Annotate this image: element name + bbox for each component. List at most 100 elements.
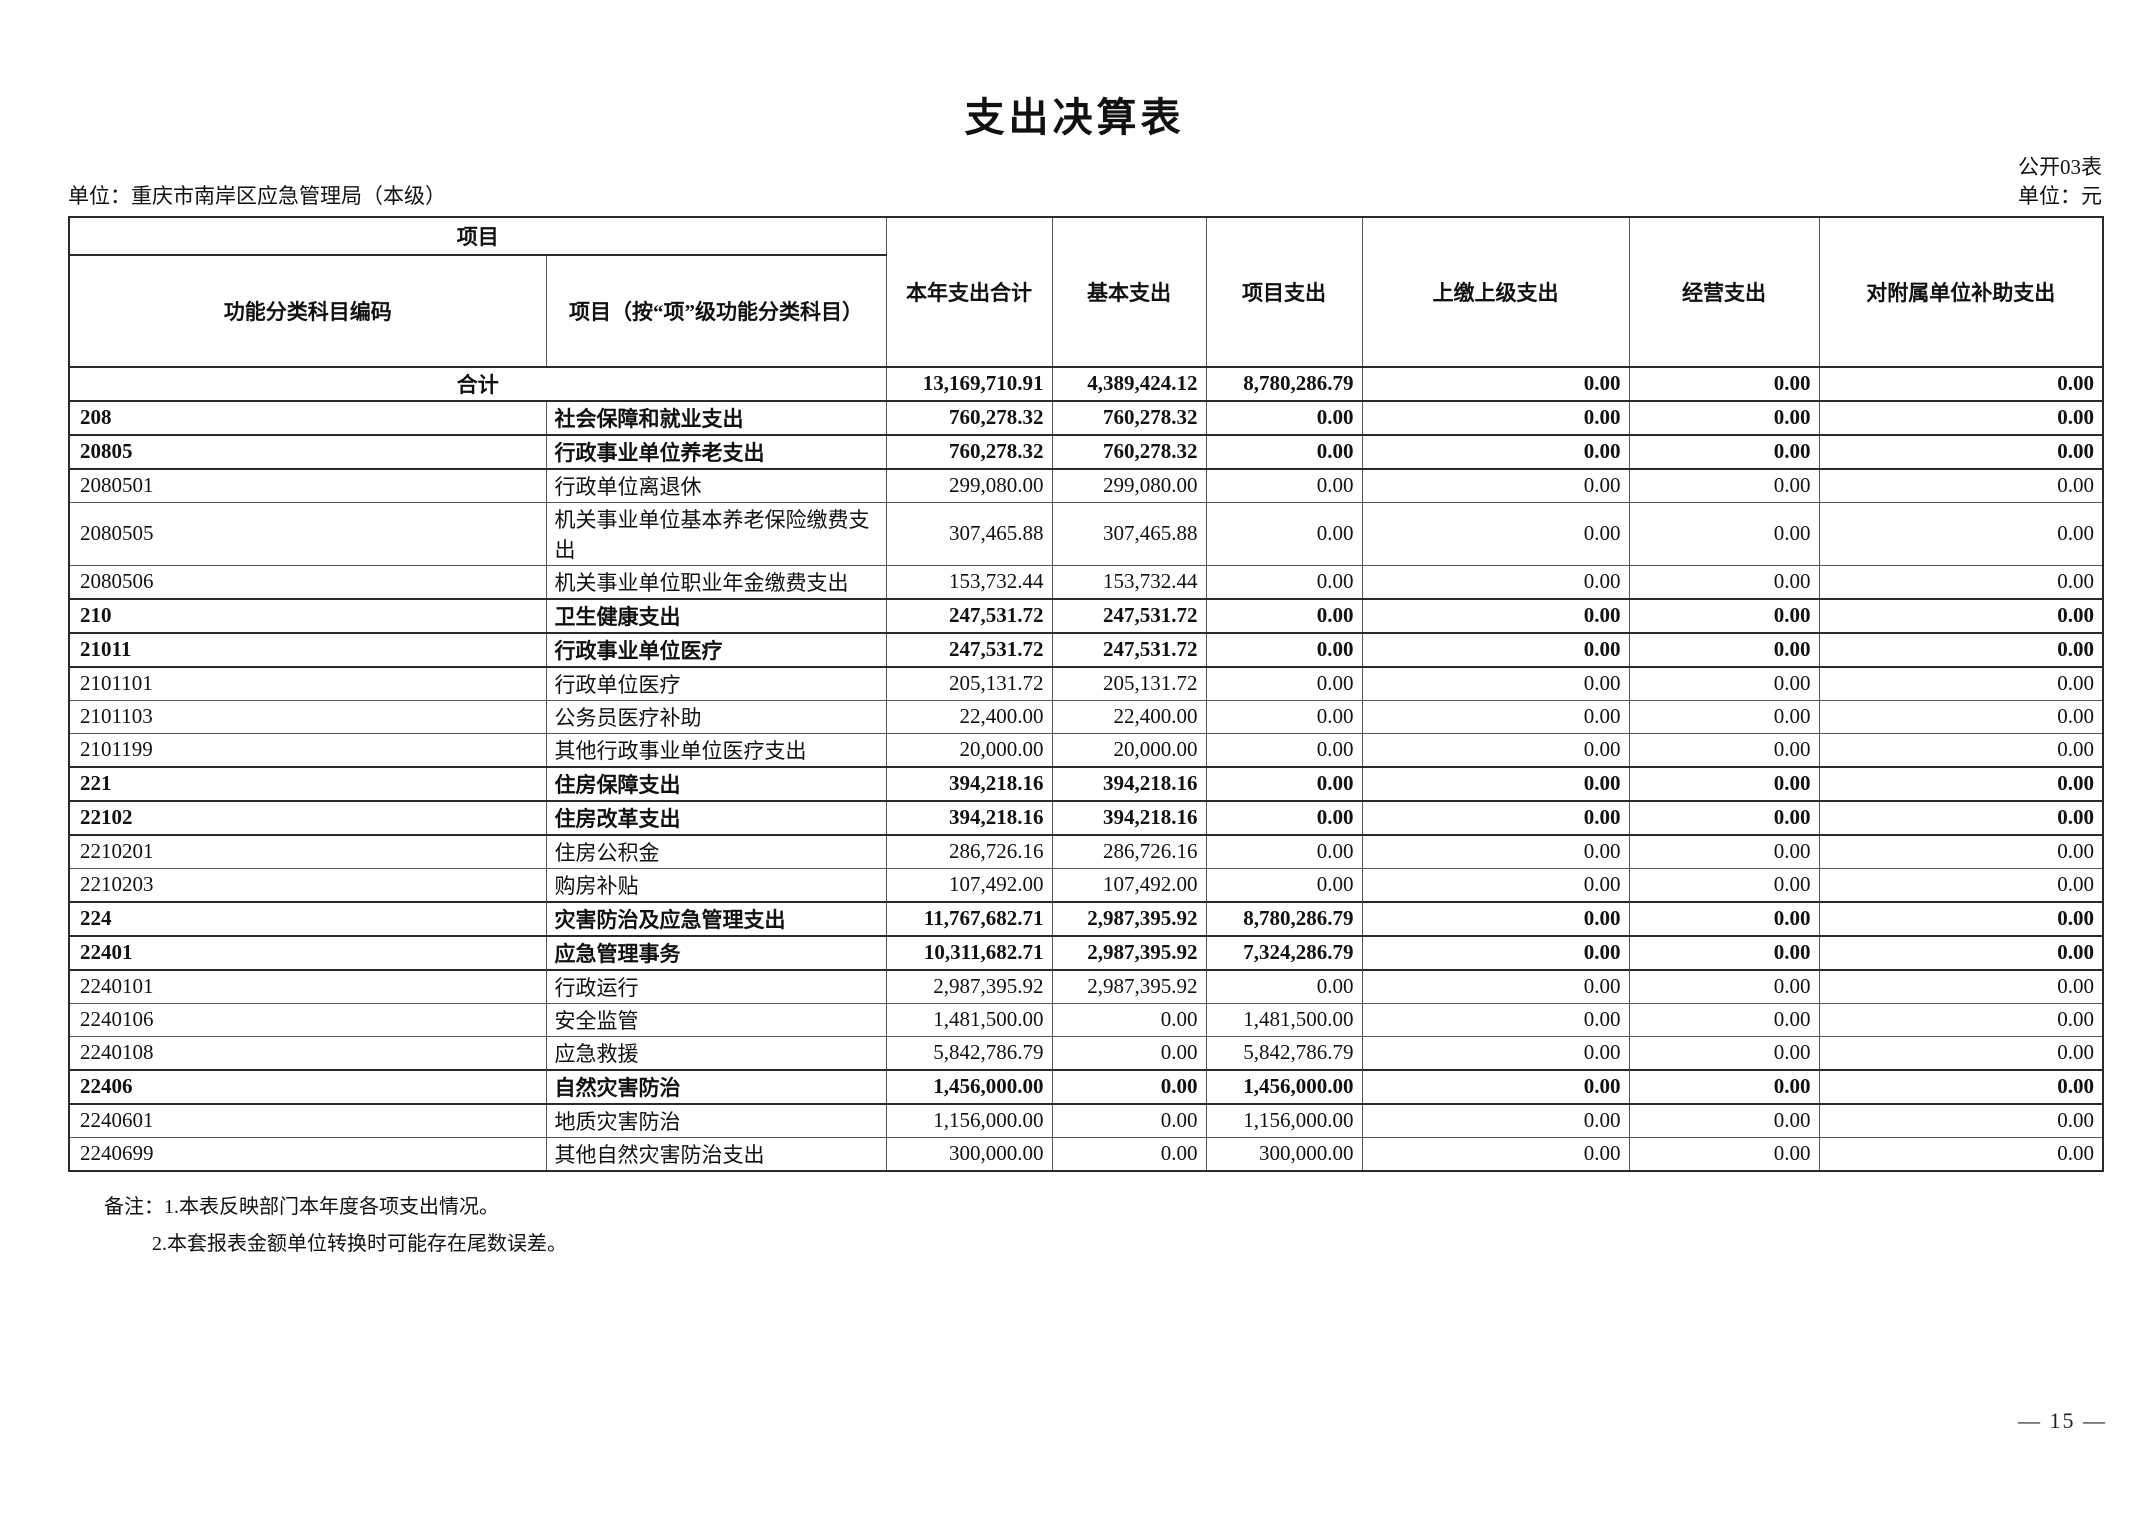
value-cell: 0.00 [1628, 1103, 1820, 1138]
expenditure-table: 项目 本年支出合计 基本支出 项目支出 上缴上级支出 经营支出 对附属单位补助支… [68, 215, 2104, 1172]
value-cell: 0.00 [1818, 1103, 2104, 1138]
value-cell: 300,000.00 [1205, 1136, 1363, 1172]
header-operating-expenditure: 经营支出 [1628, 216, 1820, 368]
value-cell: 0.00 [1628, 765, 1820, 802]
value-cell: 394,218.16 [885, 765, 1053, 802]
table-body: 合计 13,169,710.91 4,389,424.12 8,780,286.… [68, 366, 2104, 1172]
total-value-cell: 8,780,286.79 [1205, 366, 1363, 402]
total-row: 合计 13,169,710.91 4,389,424.12 8,780,286.… [68, 366, 2104, 402]
value-cell: 0.00 [1205, 631, 1363, 668]
value-cell: 5,842,786.79 [1205, 1035, 1363, 1071]
value-cell: 300,000.00 [885, 1136, 1053, 1172]
value-cell: 0.00 [1361, 969, 1630, 1004]
value-cell: 0.00 [1205, 799, 1363, 836]
item-name-cell: 应急救援 [545, 1035, 887, 1071]
value-cell: 0.00 [1628, 1002, 1820, 1037]
value-cell: 0.00 [1361, 501, 1630, 566]
value-cell: 307,465.88 [1051, 501, 1207, 566]
item-name-cell: 应急管理事务 [545, 934, 887, 971]
value-cell: 760,278.32 [885, 433, 1053, 470]
function-code-cell: 22102 [68, 799, 547, 836]
value-cell: 205,131.72 [885, 666, 1053, 701]
value-cell: 0.00 [1628, 900, 1820, 937]
value-cell: 0.00 [1361, 1103, 1630, 1138]
table-row: 2101199 其他行政事业单位医疗支出 20,000.00 20,000.00 0.0… [68, 732, 2104, 768]
function-code-cell: 2240601 [68, 1103, 547, 1138]
function-code-cell: 2101103 [68, 699, 547, 734]
value-cell: 153,732.44 [1051, 564, 1207, 600]
note-text-1: 1.本表反映部门本年度各项支出情况。 [164, 1195, 499, 1218]
value-cell: 0.00 [1361, 1068, 1630, 1105]
function-code-cell: 2080506 [68, 564, 547, 600]
value-cell: 0.00 [1628, 501, 1820, 566]
function-code-cell: 20805 [68, 433, 547, 470]
header-subsidy-to-affiliates: 对附属单位补助支出 [1818, 216, 2104, 368]
item-name-cell: 住房保障支出 [545, 765, 887, 802]
value-cell: 7,324,286.79 [1205, 934, 1363, 971]
table-row: 2080501 行政单位离退休 299,080.00 299,080.00 0.00 0.… [68, 468, 2104, 503]
item-name-cell: 住房公积金 [545, 834, 887, 869]
value-cell: 394,218.16 [1051, 799, 1207, 836]
value-cell: 0.00 [1628, 699, 1820, 734]
table-row: 2240601 地质灾害防治 1,156,000.00 0.00 1,156,000.0… [68, 1103, 2104, 1138]
value-cell: 0.00 [1628, 597, 1820, 634]
table-row: 2080506 机关事业单位职业年金缴费支出 153,732.44 153,732.4… [68, 564, 2104, 600]
item-name-cell: 社会保障和就业支出 [545, 399, 887, 436]
value-cell: 0.00 [1818, 834, 2104, 869]
function-code-cell: 2240699 [68, 1136, 547, 1172]
value-cell: 0.00 [1361, 1002, 1630, 1037]
function-code-cell: 21011 [68, 631, 547, 668]
item-name-cell: 住房改革支出 [545, 799, 887, 836]
function-code-cell: 2101101 [68, 666, 547, 701]
total-label: 合计 [68, 366, 887, 402]
table-row: 2101101 行政单位医疗 205,131.72 205,131.72 0.00 0.0… [68, 666, 2104, 701]
table-row: 2101103 公务员医疗补助 22,400.00 22,400.00 0.00 0.00… [68, 699, 2104, 734]
value-cell: 1,481,500.00 [1205, 1002, 1363, 1037]
value-cell: 0.00 [1361, 732, 1630, 768]
value-cell: 299,080.00 [1051, 468, 1207, 503]
page-title: 支出决算表 [964, 95, 1185, 140]
value-cell: 394,218.16 [885, 799, 1053, 836]
value-cell: 0.00 [1361, 433, 1630, 470]
value-cell: 0.00 [1818, 1068, 2104, 1105]
value-cell: 1,456,000.00 [885, 1068, 1053, 1105]
header-upper-level-payment: 上缴上级支出 [1361, 216, 1630, 368]
value-cell: 760,278.32 [1051, 399, 1207, 436]
value-cell: 0.00 [1361, 631, 1630, 668]
value-cell: 0.00 [1051, 1103, 1207, 1138]
value-cell: 10,311,682.71 [885, 934, 1053, 971]
meta-row: 单位：重庆市南岸区应急管理局（本级） 单位：元 [68, 183, 2102, 210]
item-name-cell: 行政事业单位养老支出 [545, 433, 887, 470]
table-row: 2240106 安全监管 1,481,500.00 0.00 1,481,500.00 0… [68, 1002, 2104, 1037]
value-cell: 0.00 [1628, 666, 1820, 701]
total-value-cell: 13,169,710.91 [885, 366, 1053, 402]
header-project-group: 项目 [68, 216, 887, 256]
value-cell: 0.00 [1818, 867, 2104, 903]
value-cell: 0.00 [1628, 468, 1820, 503]
total-value-cell: 4,389,424.12 [1051, 366, 1207, 402]
table-row: 22401 应急管理事务 10,311,682.71 2,987,395.92 7,32… [68, 934, 2104, 971]
function-code-cell: 2240106 [68, 1002, 547, 1037]
value-cell: 0.00 [1205, 433, 1363, 470]
value-cell: 0.00 [1818, 597, 2104, 634]
value-cell: 0.00 [1361, 1035, 1630, 1071]
value-cell: 0.00 [1205, 867, 1363, 903]
value-cell: 0.00 [1628, 1136, 1820, 1172]
total-value-cell: 0.00 [1361, 366, 1630, 402]
value-cell: 1,156,000.00 [885, 1103, 1053, 1138]
value-cell: 0.00 [1205, 501, 1363, 566]
value-cell: 0.00 [1205, 468, 1363, 503]
value-cell: 107,492.00 [1051, 867, 1207, 903]
header-total-expenditure: 本年支出合计 [885, 216, 1053, 368]
value-cell: 0.00 [1205, 834, 1363, 869]
header-project-expenditure: 项目支出 [1205, 216, 1363, 368]
table-row: 210 卫生健康支出 247,531.72 247,531.72 0.00 0.00 0.0… [68, 597, 2104, 634]
content-area: 公开03表 单位：重庆市南岸区应急管理局（本级） 单位：元 项目 本年支出 [68, 154, 2104, 1257]
value-cell: 0.00 [1205, 564, 1363, 600]
value-cell: 0.00 [1818, 666, 2104, 701]
table-row: 20805 行政事业单位养老支出 760,278.32 760,278.32 0.00 0… [68, 433, 2104, 470]
value-cell: 107,492.00 [885, 867, 1053, 903]
value-cell: 0.00 [1628, 1068, 1820, 1105]
value-cell: 0.00 [1361, 564, 1630, 600]
value-cell: 205,131.72 [1051, 666, 1207, 701]
